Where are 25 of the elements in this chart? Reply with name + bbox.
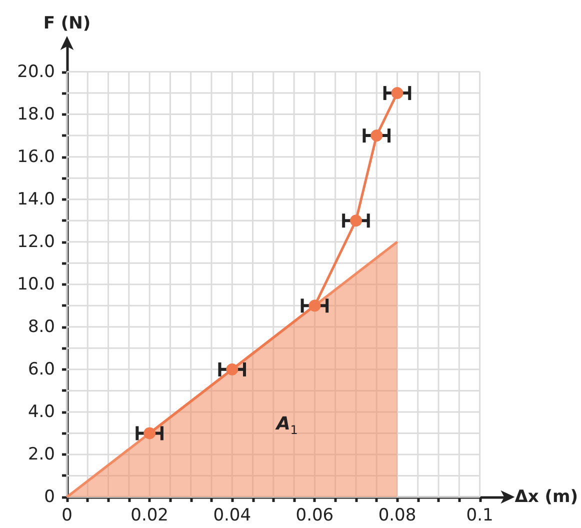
y-tick-label: 0: [44, 487, 55, 507]
y-tick-label: 2.0: [28, 444, 55, 464]
point: [391, 87, 404, 100]
y-tick-label: 12.0: [17, 232, 55, 252]
x-tick-label: 0.08: [378, 506, 416, 526]
x-tick-label: 0.02: [130, 506, 168, 526]
point: [370, 130, 383, 142]
point: [350, 214, 362, 227]
x-tick-label: 0.06: [296, 506, 334, 526]
y-tick-label: 14.0: [17, 189, 55, 210]
point: [226, 363, 238, 376]
x-tick-label: 0.1: [466, 506, 494, 526]
y-tick-label: 8.0: [28, 316, 55, 337]
y-tick-label: 6.0: [28, 359, 55, 380]
x-tick-label: 0: [62, 506, 72, 526]
y-axis-title: F (N): [43, 14, 91, 34]
y-tick-label: 20.0: [17, 62, 55, 82]
y-tick-label: 10.0: [17, 274, 55, 294]
y-tick-label: 18.0: [17, 104, 55, 124]
point: [144, 427, 156, 440]
y-tick-label: 4.0: [28, 402, 55, 422]
y-tick-label: 16.0: [17, 146, 55, 167]
point: [308, 300, 321, 312]
x-axis-title: Δx (m): [514, 487, 578, 507]
x-tick-label: 0.04: [213, 506, 252, 526]
